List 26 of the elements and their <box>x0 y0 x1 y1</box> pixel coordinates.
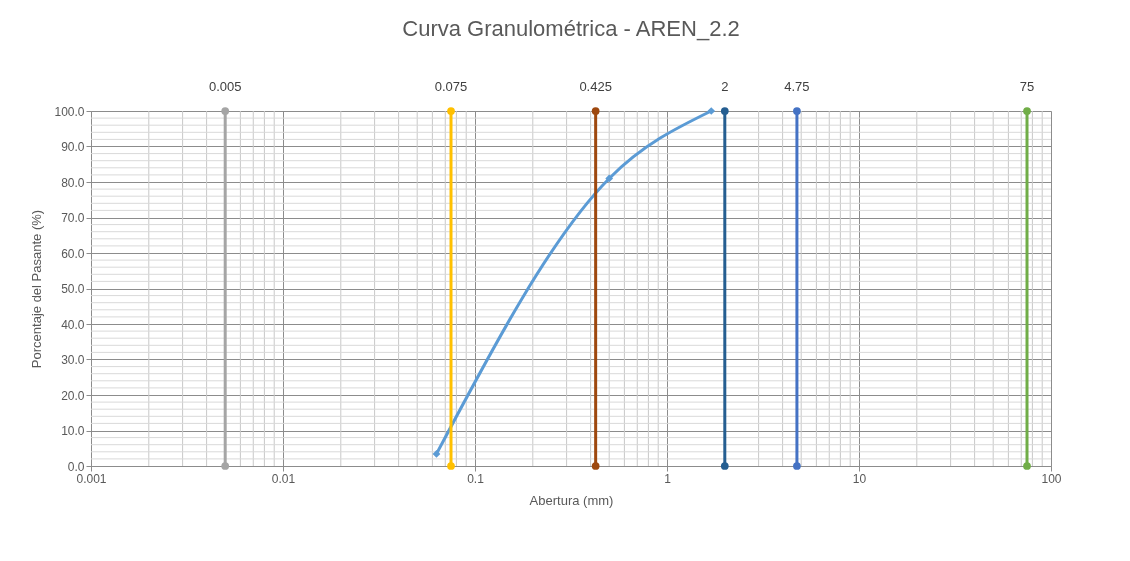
y-tick-label: 100.0 <box>54 104 85 119</box>
series-label: 0.425 <box>579 79 612 94</box>
y-tick-label: 60.0 <box>61 246 85 261</box>
y-tick-label: 40.0 <box>61 317 85 332</box>
y-tick-label: 90.0 <box>61 140 85 154</box>
chart-title: Curva Granulométrica - AREN_2.2 <box>402 16 740 41</box>
x-tick-label: 10 <box>852 471 867 486</box>
y-tick-label: 10.0 <box>61 424 85 438</box>
series-label: 2 <box>721 79 729 94</box>
series-label: 0.075 <box>434 79 468 94</box>
series-label: 4.75 <box>784 79 810 94</box>
x-axis-title: Abertura (mm) <box>529 492 614 508</box>
y-tick-label: 70.0 <box>61 211 85 225</box>
y-tick-label: 20.0 <box>61 388 85 403</box>
y-tick-label: 30.0 <box>61 353 85 367</box>
x-tick-label: 1 <box>664 471 672 486</box>
x-tick-label: 0.1 <box>467 471 485 486</box>
x-tick-label: 100 <box>1041 471 1062 486</box>
x-tick-label: 0.001 <box>76 471 107 486</box>
y-tick-label: 80.0 <box>61 175 85 190</box>
series-label: 75 <box>1019 79 1035 94</box>
y-tick-label: 0.0 <box>67 459 85 474</box>
y-tick-label: 50.0 <box>61 282 85 296</box>
y-axis-title: Porcentaje del Pasante (%) <box>29 209 45 369</box>
x-tick-label: 0.01 <box>271 471 296 486</box>
series-label: 0.005 <box>208 79 242 94</box>
